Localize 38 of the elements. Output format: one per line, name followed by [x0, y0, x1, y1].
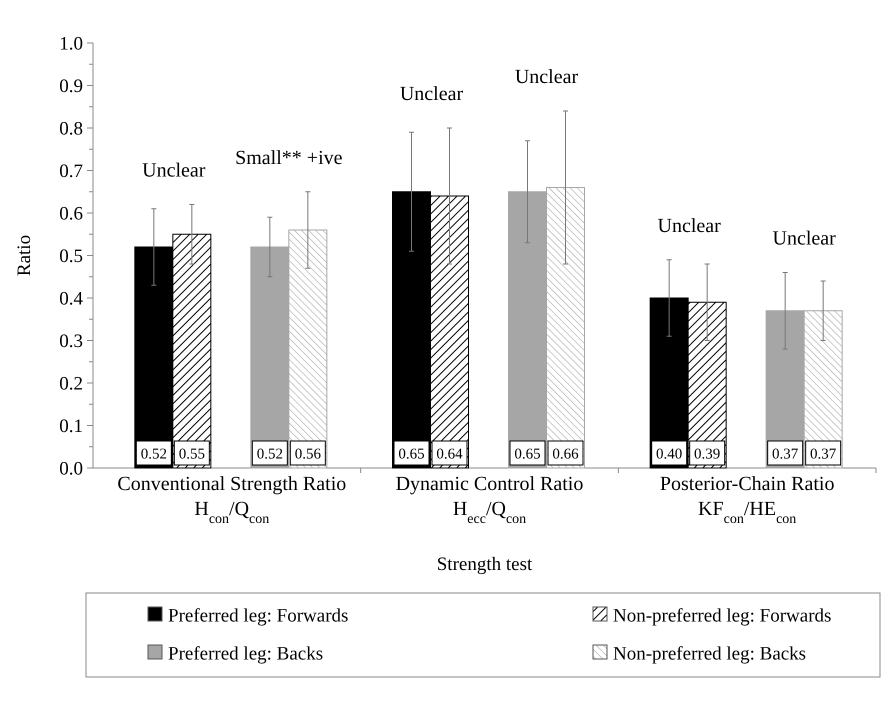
y-tick-label: 0.9	[59, 76, 83, 98]
legend-label: Preferred leg: Backs	[168, 644, 324, 665]
y-tick-label: 0.6	[59, 204, 83, 225]
y-tick-label: 1.0	[59, 34, 83, 55]
y-tick-label: 0.5	[59, 246, 83, 268]
data-label: 0.39	[694, 446, 720, 462]
data-label: 0.55	[178, 446, 205, 462]
x-tick-label: Dynamic Control Ratio H$_{ecc}$/Q$_{con}$	[396, 473, 584, 526]
data-label: 0.40	[656, 446, 682, 462]
y-axis-title: Ratio	[14, 234, 35, 276]
annotation: Unclear	[514, 66, 578, 88]
legend-label: Non-preferred leg: Backs	[613, 644, 806, 665]
y-tick-label: 0.1	[59, 416, 83, 438]
y-tick-label: 0.4	[59, 288, 84, 310]
x-tick-label: Conventional Strength Ratio H$_{con}$/Q$_{con}$	[117, 473, 346, 526]
legend-label: Preferred leg: Forwards	[168, 606, 348, 627]
data-label: 0.65	[514, 446, 541, 462]
data-label: 0.52	[256, 446, 283, 462]
annotation: Small** +ive	[235, 146, 343, 169]
data-label: 0.52	[140, 446, 167, 462]
y-tick-label: 0.3	[59, 331, 83, 352]
y-tick-label: 0.7	[59, 161, 83, 182]
y-tick-label: 0.0	[59, 458, 83, 480]
data-label: 0.37	[772, 446, 799, 462]
annotation: Unclear	[400, 83, 464, 105]
annotation: Unclear	[658, 214, 722, 237]
annotation: Unclear	[772, 228, 836, 250]
x-tick-label: Posterior-Chain Ratio KF$_{con}$/HE$_{con}$	[660, 473, 834, 526]
y-tick-label: 0.2	[59, 374, 83, 395]
data-label: 0.56	[294, 446, 322, 462]
data-label: 0.66	[552, 446, 580, 462]
data-label: 0.37	[810, 446, 837, 462]
x-axis-title: Strength test	[436, 554, 533, 575]
legend-label: Non-preferred leg: Forwards	[613, 606, 832, 627]
y-tick-label: 0.8	[59, 118, 83, 140]
data-label: 0.65	[398, 446, 425, 462]
data-label: 0.64	[436, 446, 464, 462]
annotation: Unclear	[142, 160, 206, 182]
